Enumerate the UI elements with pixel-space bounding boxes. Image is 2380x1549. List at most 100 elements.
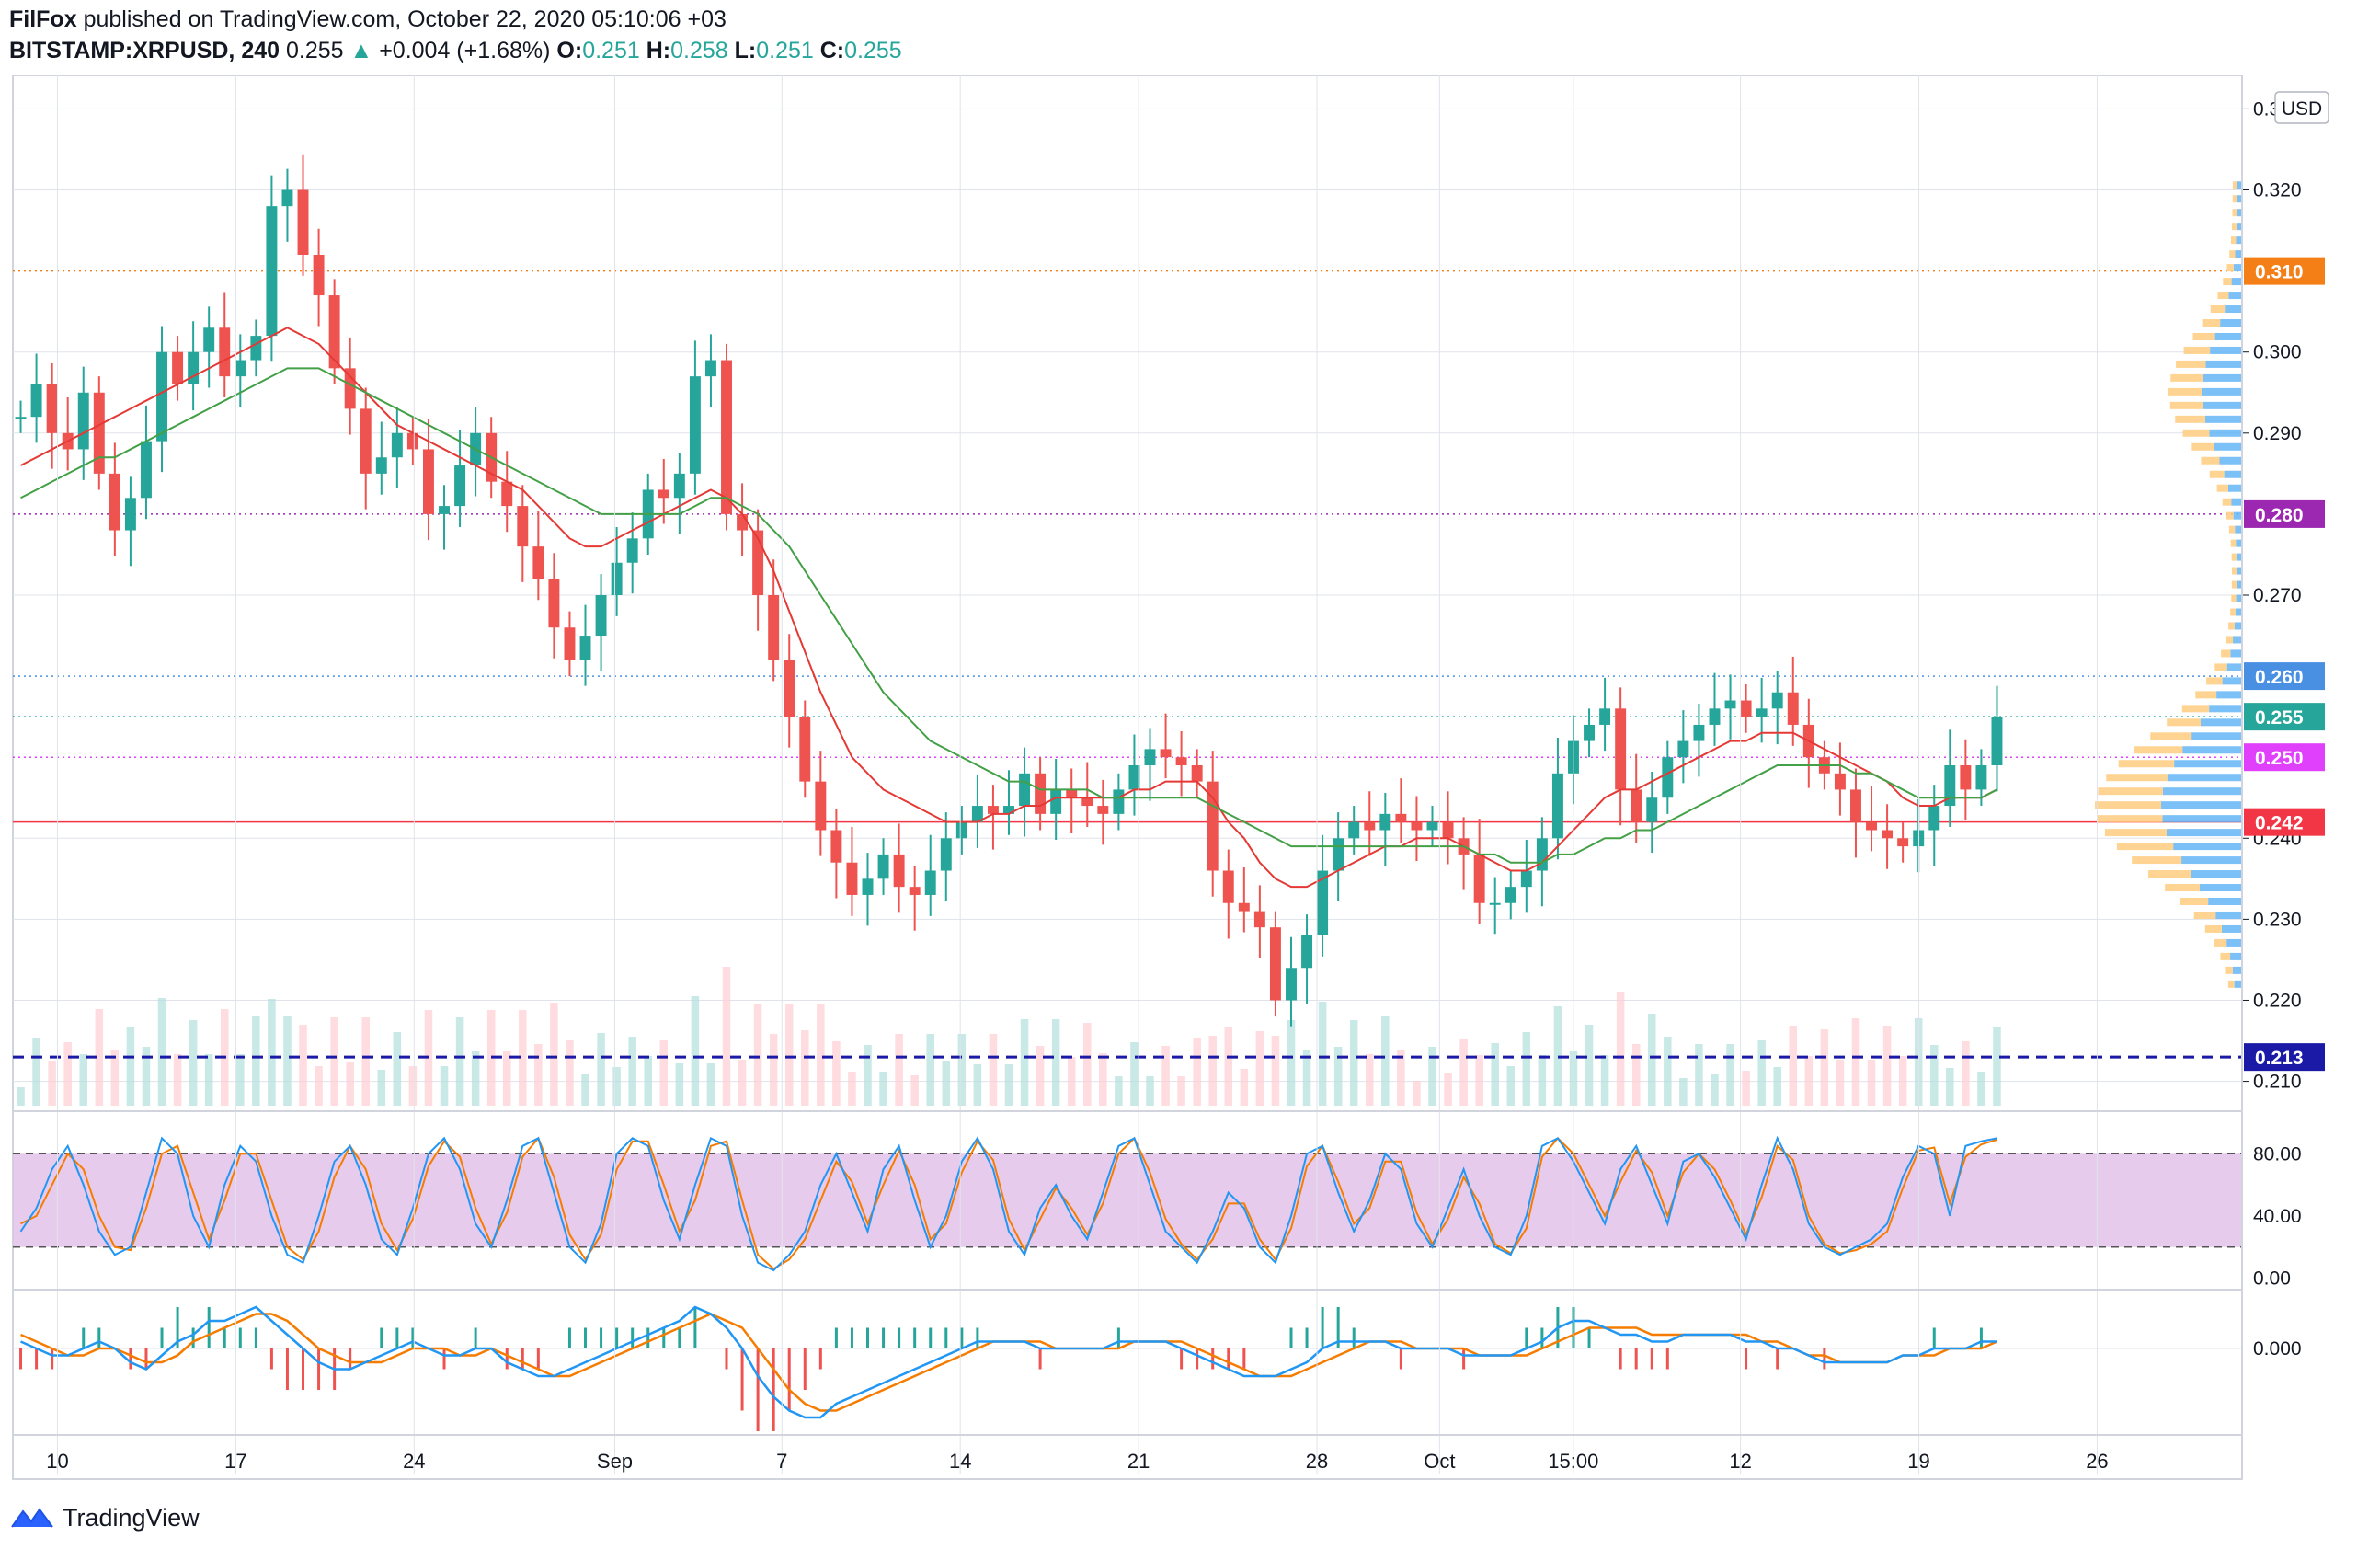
volume-profile-bar (2162, 787, 2242, 796)
volume-profile-bar (2228, 622, 2235, 630)
candle-body (46, 384, 58, 433)
price-pane[interactable]: 0.3300.3200.3000.2900.2700.2400.2300.220… (13, 98, 2325, 1106)
volume-profile-bar (2230, 649, 2242, 658)
volume-profile-bar (2193, 911, 2216, 919)
volume-profile-bar (2201, 718, 2242, 727)
y-tick-label: 0.210 (2253, 1072, 2302, 1093)
candle-body (1787, 692, 1799, 725)
stochastic-pane[interactable]: 80.00 40.00 0.00 (13, 1135, 2302, 1290)
volume-bar (1381, 1016, 1390, 1106)
volume-bar (1664, 1037, 1672, 1106)
time-axis[interactable]: 10 17 24 Sep 7 14 21 28 Oct 15:00 12 19 26 (13, 75, 2243, 1479)
volume-bar (1742, 1071, 1750, 1106)
volume-bar (471, 1051, 480, 1106)
volume-bar (1993, 1027, 2001, 1106)
volume-bar (973, 1064, 982, 1106)
candle-body (1584, 724, 1596, 741)
volume-bar (1867, 1060, 1876, 1106)
candle-body (1897, 838, 1909, 847)
volume-bar (1946, 1068, 1954, 1106)
x-tick-label: 12 (1729, 1450, 1751, 1473)
volume-profile-bar (2118, 760, 2175, 768)
candle-body (815, 781, 827, 831)
volume-bar (1051, 1019, 1060, 1106)
tradingview-logo-icon (11, 1508, 53, 1528)
candle-body (1348, 821, 1360, 839)
volume-bar (1224, 1027, 1233, 1106)
volume-bar (1067, 1057, 1076, 1106)
symbol-label[interactable]: BITSTAMP:XRPUSD, 240 (9, 38, 280, 63)
candle-body (987, 806, 999, 814)
candle-body (422, 449, 434, 514)
stoch-k-line (19, 1135, 1997, 1272)
volume-profile-bar (2226, 663, 2242, 671)
close-value: 0.255 (844, 38, 902, 63)
currency-badge[interactable]: USD (2274, 91, 2329, 124)
volume-bar (1789, 1026, 1798, 1106)
macd-pane[interactable]: 0.000 (13, 1305, 2302, 1431)
volume-bar (17, 1087, 25, 1106)
x-tick-label: 7 (776, 1450, 787, 1473)
price-level-tag: 0.280 (2244, 499, 2325, 528)
volume-profile-bar (2134, 746, 2183, 754)
candle-body (1975, 765, 1987, 790)
volume-bar (738, 1060, 747, 1106)
volume-bar (268, 999, 276, 1106)
volume-profile-bar (2215, 911, 2242, 919)
price-level-tag: 0.260 (2244, 662, 2325, 691)
volume-profile-bar (2214, 938, 2227, 947)
price-level-tag-label: 0.250 (2255, 748, 2304, 769)
volume-bar (926, 1034, 934, 1106)
x-tick-label: 24 (403, 1450, 425, 1473)
volume-bar (1882, 1026, 1892, 1106)
volume-profile-bar (2095, 801, 2162, 809)
volume-bar (315, 1066, 323, 1106)
volume-profile-bar (2181, 705, 2210, 713)
author-name[interactable]: FilFox (9, 6, 77, 32)
volume-bar (236, 1054, 245, 1106)
x-tick-label: 10 (46, 1450, 68, 1473)
volume-profile-bar (2204, 415, 2242, 423)
volume-bar (612, 1067, 621, 1106)
candle-body (391, 432, 403, 458)
candle-body (971, 806, 983, 822)
volume-profile-bar (2236, 594, 2242, 602)
candle-body (454, 465, 466, 507)
last-price: 0.255 (285, 38, 344, 63)
volume-bar (393, 1032, 402, 1106)
volume-bar (1130, 1042, 1139, 1106)
candle-body (1333, 838, 1344, 871)
candle-body (830, 830, 842, 863)
candle-body (940, 838, 952, 871)
volume-bar (1193, 1038, 1201, 1106)
candle-body (1834, 773, 1846, 790)
volume-bar (1115, 1076, 1123, 1106)
volume-profile-bar (2226, 511, 2234, 520)
candle-body (548, 579, 560, 628)
open-value: 0.251 (582, 38, 640, 63)
volume-profile-bar (2226, 938, 2242, 947)
volume-bar (440, 1066, 449, 1106)
volume-bar (110, 1050, 120, 1106)
volume-bar (628, 1037, 636, 1106)
volume-bar (989, 1034, 998, 1106)
price-level-tag-label: 0.310 (2255, 262, 2304, 283)
volume-profile-bar (2190, 870, 2242, 878)
tradingview-brand[interactable]: TradingView (63, 1503, 200, 1532)
volume-profile-bar (2236, 539, 2242, 547)
volume-profile-bar (2236, 236, 2242, 245)
volume-bar (330, 1017, 338, 1106)
candle-body (704, 360, 716, 377)
candle-body (1646, 797, 1658, 822)
candle-body (1113, 789, 1125, 814)
volume-profile-bar (2236, 553, 2242, 561)
candle-body (595, 595, 607, 637)
candle-body (1269, 927, 1281, 1001)
volume-profile-bar (2176, 360, 2206, 368)
volume-bar (1444, 1073, 1452, 1106)
volume-profile-bar (2225, 636, 2234, 644)
candle-body (1301, 935, 1313, 969)
volume-profile-bar (2214, 332, 2242, 340)
volume-bar (1240, 1069, 1249, 1106)
